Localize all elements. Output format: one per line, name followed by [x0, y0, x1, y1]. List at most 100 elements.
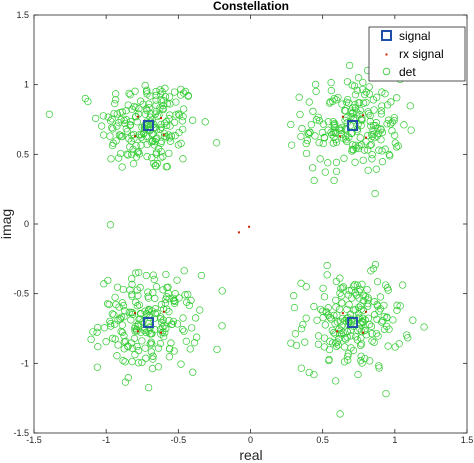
- det-point: [160, 129, 169, 137]
- det-point: [337, 330, 346, 338]
- det-point: [118, 328, 127, 337]
- det-point: [154, 112, 162, 121]
- det-point: [157, 96, 165, 104]
- det-point: [372, 329, 381, 338]
- det-point: [344, 352, 352, 360]
- det-point: [127, 316, 135, 324]
- rx-signal-point: [237, 231, 240, 234]
- det-point: [312, 87, 320, 96]
- det-point: [213, 345, 221, 354]
- det-point: [393, 94, 401, 102]
- det-point: [332, 138, 341, 146]
- det-point: [320, 334, 329, 342]
- det-point: [120, 313, 128, 321]
- det-point: [133, 118, 141, 126]
- det-point: [142, 105, 151, 113]
- rx-signal-point: [160, 331, 163, 334]
- det-point: [407, 126, 415, 134]
- det-point: [160, 332, 168, 341]
- det-point: [138, 337, 146, 345]
- det-point: [351, 280, 359, 289]
- det-point: [179, 112, 187, 121]
- det-point: [325, 345, 334, 354]
- det-point: [324, 311, 333, 319]
- det-point: [358, 317, 366, 326]
- det-point: [316, 155, 324, 163]
- legend-det-marker: [382, 67, 391, 76]
- det-point: [143, 152, 151, 161]
- det-point: [179, 105, 188, 113]
- det-point: [179, 125, 187, 134]
- det-point: [166, 100, 174, 108]
- det-point: [147, 348, 156, 356]
- det-point: [323, 261, 331, 270]
- det-point: [124, 101, 132, 109]
- det-point: [370, 338, 378, 346]
- det-point: [335, 305, 344, 313]
- det-point: [361, 90, 369, 99]
- det-point: [331, 330, 339, 338]
- det-point: [149, 355, 157, 363]
- det-point: [135, 301, 143, 309]
- det-point: [156, 125, 164, 134]
- legend: signal rx signal det: [368, 26, 466, 82]
- det-point: [310, 302, 318, 311]
- y-tick-label: 0.5: [16, 149, 29, 159]
- det-point: [386, 120, 395, 128]
- det-point: [165, 295, 173, 303]
- y-tick-label: 1: [24, 80, 29, 90]
- det-point: [364, 302, 372, 310]
- det-point: [149, 289, 157, 297]
- det-point: [326, 99, 334, 107]
- y-tick-label: 1.5: [16, 10, 29, 20]
- rx-signal-point: [248, 225, 251, 228]
- det-point: [372, 165, 380, 173]
- det-point: [94, 343, 102, 351]
- det-point: [158, 87, 166, 96]
- det-point: [180, 327, 188, 335]
- det-point: [169, 317, 178, 326]
- det-point: [320, 134, 329, 142]
- y-tick-label: -0.5: [13, 289, 29, 299]
- det-point: [332, 296, 340, 304]
- det-point: [359, 291, 368, 299]
- det-point: [128, 292, 136, 300]
- det-point: [309, 107, 317, 116]
- det-point: [338, 299, 346, 307]
- det-point: [114, 341, 122, 349]
- det-point: [383, 284, 392, 292]
- det-point: [148, 340, 156, 348]
- det-point: [378, 102, 386, 110]
- det-point: [357, 352, 365, 360]
- x-tick-label: 1: [392, 435, 397, 445]
- rx-signal-point: [338, 135, 341, 138]
- det-point: [364, 108, 372, 116]
- det-point: [124, 374, 132, 382]
- det-point: [110, 311, 118, 319]
- axis-ticks: -1.5 -1 -0.5 0 0.5 1 1.5 -1.5 -1 -0.5 0 0.5 1 1.5: [13, 10, 473, 445]
- det-point: [137, 328, 145, 337]
- det-point: [185, 301, 193, 310]
- det-point: [114, 316, 122, 324]
- det-point: [363, 131, 372, 140]
- det-point: [340, 358, 349, 366]
- det-point: [129, 160, 138, 168]
- det-point: [302, 139, 310, 148]
- det-point: [332, 167, 341, 176]
- det-point: [345, 61, 354, 70]
- det-point: [342, 136, 350, 144]
- det-point: [104, 300, 112, 308]
- det-point: [142, 88, 151, 96]
- det-point: [191, 314, 200, 322]
- x-tick-label: -0.5: [171, 435, 187, 445]
- det-point: [107, 322, 115, 330]
- det-point: [330, 120, 338, 128]
- det-point: [341, 133, 350, 141]
- det-point: [352, 333, 360, 341]
- plot-area: [33, 14, 468, 434]
- det-point: [163, 100, 172, 108]
- x-tick-label: -1: [102, 435, 110, 445]
- det-point: [373, 278, 382, 286]
- det-point: [357, 302, 365, 310]
